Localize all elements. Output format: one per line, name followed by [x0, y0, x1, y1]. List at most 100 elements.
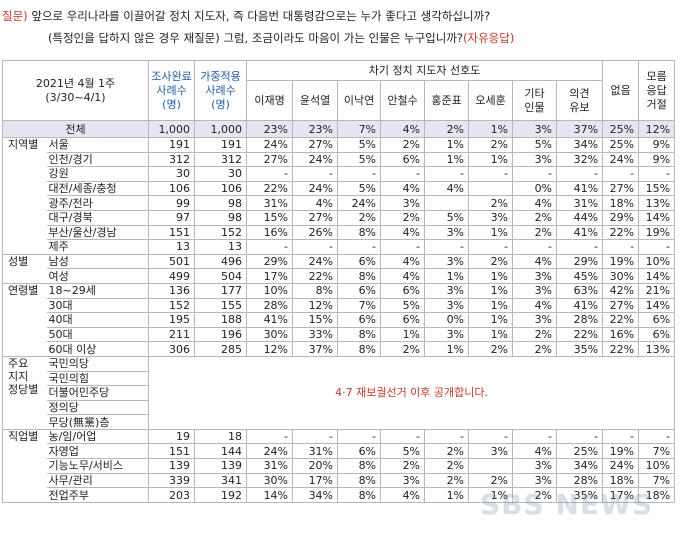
- value-cell: -: [424, 239, 470, 255]
- value-cell: 28%: [246, 297, 294, 314]
- sample-done-cell: 312: [148, 151, 196, 168]
- row-label: 제주: [46, 239, 150, 255]
- table-row: 사무/관리 339 341 30% 17% 8% 3% 2% 2% 3% 28% 18% 7%: [3, 472, 676, 489]
- sample-weighted-cell: 155: [194, 297, 248, 314]
- question-block: 질문) 앞으로 우리나라를 이끌어갈 정치 지도자, 즉 다음번 대통령감으로는…: [0, 6, 680, 56]
- value-cell: -: [556, 428, 604, 445]
- value-cell: 5%: [337, 137, 382, 153]
- table-row: 지역별 서울 191 191 24% 27% 5% 2% 1% 2% 5% 34% 25% 9%: [2, 137, 676, 255]
- value-cell: 29%: [602, 209, 640, 226]
- value-cell: 4%: [380, 224, 426, 241]
- value-cell: 37%: [292, 341, 339, 357]
- table-row: 대구/경북 97 98 15% 27% 2% 2% 5% 3% 2% 44% 29% 14%: [3, 209, 676, 226]
- value-cell: 4%: [380, 253, 426, 270]
- value-cell: 6%: [380, 282, 426, 299]
- value-cell: 13%: [638, 195, 676, 211]
- value-cell: 2%: [468, 195, 514, 211]
- row-label: 서울: [46, 137, 150, 153]
- value-cell: 2%: [468, 341, 514, 357]
- value-cell: 3%: [512, 458, 558, 474]
- table-row: 여성 499 504 17% 22% 8% 4% 1% 1% 3% 45% 30% 14%: [3, 268, 676, 284]
- sample-weighted-cell: 188: [194, 312, 248, 328]
- opinion-reserve-header: 의견 유보: [556, 80, 604, 121]
- value-cell: 3%: [424, 282, 470, 299]
- value-cell: 9%: [638, 137, 676, 153]
- value-cell: 27%: [292, 137, 339, 153]
- value-cell: 3%: [512, 472, 558, 489]
- value-cell: 22%: [556, 326, 604, 343]
- sample-weighted-cell: 312: [194, 151, 248, 168]
- value-cell: -: [424, 166, 470, 182]
- value-cell: 6%: [337, 443, 382, 460]
- value-cell: -: [638, 239, 676, 255]
- value-cell: 8%: [337, 326, 382, 343]
- value-cell: 12%: [246, 341, 294, 357]
- total-value: 4%: [380, 120, 426, 138]
- value-cell: 17%: [602, 487, 640, 503]
- sample-done-cell: 19: [148, 428, 196, 445]
- table-row: 제주 13 13- - - - - - - - - -: [3, 239, 676, 255]
- row-label: 광주/전라: [46, 195, 150, 211]
- none-header: 없음: [602, 60, 640, 121]
- table-row: 주요 지지 정당별 국민의당 4·7 재보궐선거 이후 공개합니다.: [2, 355, 676, 430]
- value-cell: -: [556, 239, 604, 255]
- value-cell: 63%: [556, 282, 604, 299]
- value-cell: 24%: [292, 180, 339, 197]
- sample-weighted-cell: 341: [194, 472, 248, 489]
- value-cell: 34%: [292, 487, 339, 503]
- table-row: 성별 남성 501 496 29% 24% 6% 4% 3% 2% 4% 29% 19% 10%: [2, 253, 676, 284]
- sample-done-header: 조사완료 사례수 (명): [148, 60, 196, 121]
- sample-weighted-cell: 285: [194, 341, 248, 357]
- value-cell: 15%: [246, 209, 294, 226]
- value-cell: 2%: [512, 224, 558, 241]
- value-cell: 3%: [380, 195, 426, 211]
- value-cell: 1%: [468, 282, 514, 299]
- sample-done-cell: 203: [148, 487, 196, 503]
- value-cell: 6%: [380, 312, 426, 328]
- sample-done-cell: 151: [148, 443, 196, 460]
- sample-weighted-header: 가중적용 사례수 (명): [194, 60, 248, 121]
- value-cell: 7%: [638, 443, 676, 460]
- value-cell: 4%: [292, 195, 339, 211]
- value-cell: 6%: [337, 312, 382, 328]
- value-cell: [468, 180, 514, 197]
- value-cell: 30%: [246, 472, 294, 489]
- value-cell: 19%: [602, 253, 640, 270]
- value-cell: 14%: [638, 297, 676, 314]
- total-value: 25%: [602, 120, 640, 138]
- value-cell: 27%: [602, 297, 640, 314]
- value-cell: 34%: [556, 137, 604, 153]
- value-cell: 29%: [246, 253, 294, 270]
- value-cell: 6%: [638, 312, 676, 328]
- value-cell: 2%: [424, 443, 470, 460]
- value-cell: -: [380, 239, 426, 255]
- news-watermark: SBS NEWS: [480, 488, 654, 521]
- row-label: 40대: [46, 312, 150, 328]
- value-cell: 12%: [292, 297, 339, 314]
- value-cell: 8%: [337, 487, 382, 503]
- value-cell: 33%: [292, 326, 339, 343]
- value-cell: 18%: [602, 472, 640, 489]
- value-cell: 1%: [468, 224, 514, 241]
- value-cell: -: [512, 239, 558, 255]
- value-cell: -: [337, 428, 382, 445]
- value-cell: 3%: [512, 312, 558, 328]
- total-sample-weighted: 1,000: [194, 120, 248, 138]
- category-label-line: 정당별: [8, 382, 39, 396]
- value-cell: 42%: [602, 282, 640, 299]
- row-label: 부산/울산/경남: [46, 224, 150, 241]
- value-cell: -: [602, 166, 640, 182]
- value-cell: 13%: [638, 341, 676, 357]
- value-cell: 41%: [556, 224, 604, 241]
- value-cell: 30%: [246, 326, 294, 343]
- category-label: 성별: [2, 253, 47, 284]
- candidate-oh-sehoon: 오세훈: [468, 80, 514, 121]
- value-cell: 2%: [468, 253, 514, 270]
- sample-weighted-cell: 177: [194, 282, 248, 299]
- value-cell: -: [337, 239, 382, 255]
- value-cell: 4%: [512, 443, 558, 460]
- total-row: 전체 1,000 1,000 23% 23% 7% 4% 2% 1% 3% 37…: [1, 120, 676, 138]
- category-label-line: 직업별: [8, 429, 39, 443]
- value-cell: 19%: [638, 224, 676, 241]
- sample-weighted-cell: 13: [194, 239, 248, 255]
